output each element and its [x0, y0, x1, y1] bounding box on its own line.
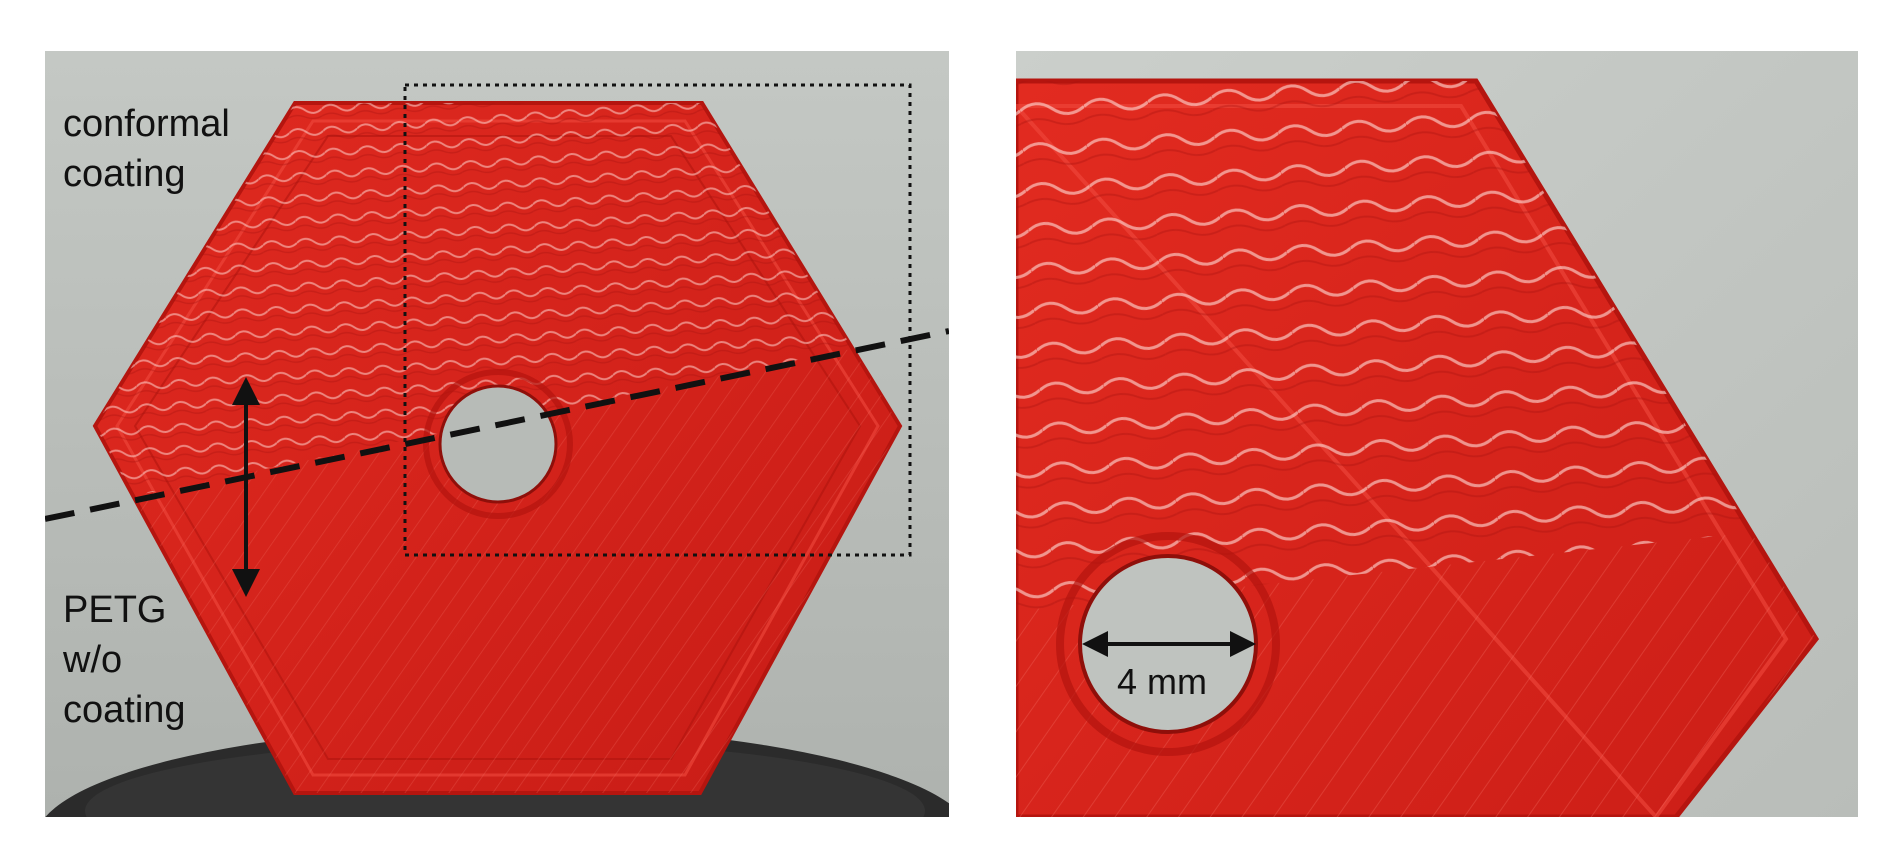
petg-line2: w/o	[63, 639, 123, 681]
double-arrow-icon	[232, 377, 260, 597]
uncoated-region	[95, 329, 900, 793]
conformal-line2: coating	[63, 153, 186, 195]
conformal-coating-label: conformal coating	[63, 99, 230, 199]
left-photo-panel	[45, 51, 949, 817]
hexagon-part	[92, 101, 903, 795]
right-photo-panel	[1016, 51, 1858, 817]
petg-line3: coating	[63, 689, 186, 731]
hole-diameter-label: 4 mm	[1117, 661, 1207, 702]
double-arrow-icon	[1082, 631, 1256, 657]
hole	[438, 384, 558, 504]
coated-region	[95, 103, 900, 514]
zoom-region-box	[403, 83, 912, 557]
petg-line1: PETG	[63, 589, 167, 631]
conformal-line1: conformal	[63, 103, 230, 145]
right-photo	[1016, 51, 1858, 817]
coating-boundary-line	[45, 328, 949, 522]
petg-label: PETG w/o coating	[63, 585, 186, 735]
left-photo	[45, 51, 949, 817]
